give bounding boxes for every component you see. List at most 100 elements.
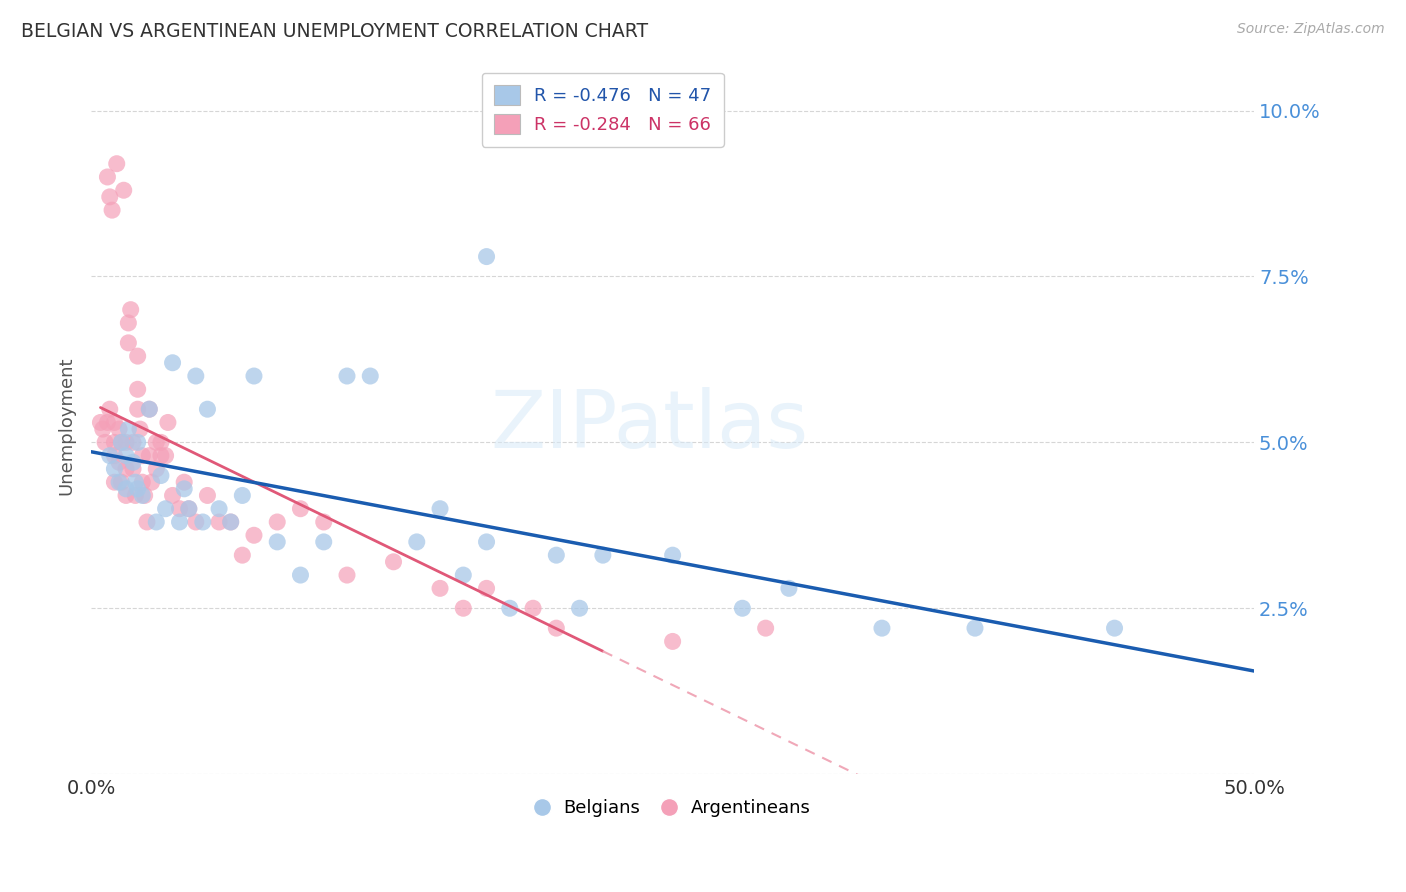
Point — [138, 402, 160, 417]
Text: BELGIAN VS ARGENTINEAN UNEMPLOYMENT CORRELATION CHART: BELGIAN VS ARGENTINEAN UNEMPLOYMENT CORR… — [21, 22, 648, 41]
Point — [129, 422, 152, 436]
Point — [184, 515, 207, 529]
Point — [382, 555, 405, 569]
Point — [243, 369, 266, 384]
Point — [103, 435, 125, 450]
Point — [108, 422, 131, 436]
Point — [96, 169, 118, 184]
Point — [197, 402, 219, 417]
Point — [475, 535, 498, 549]
Point — [134, 488, 156, 502]
Point — [208, 515, 231, 529]
Point — [522, 601, 544, 615]
Point — [475, 582, 498, 596]
Point — [127, 349, 149, 363]
Point — [105, 157, 128, 171]
Point — [290, 501, 312, 516]
Point — [499, 601, 522, 615]
Y-axis label: Unemployment: Unemployment — [58, 357, 75, 495]
Point — [1104, 621, 1126, 635]
Point — [108, 475, 131, 490]
Point — [169, 501, 191, 516]
Point — [145, 515, 167, 529]
Point — [405, 535, 427, 549]
Point — [115, 449, 138, 463]
Point — [110, 435, 132, 450]
Point — [131, 488, 153, 502]
Point — [145, 462, 167, 476]
Point — [131, 475, 153, 490]
Point — [127, 435, 149, 450]
Point — [112, 183, 135, 197]
Point — [173, 482, 195, 496]
Point — [138, 402, 160, 417]
Point — [136, 515, 159, 529]
Point — [127, 402, 149, 417]
Point — [219, 515, 242, 529]
Point — [138, 449, 160, 463]
Point — [98, 190, 121, 204]
Point — [101, 203, 124, 218]
Point — [661, 548, 683, 562]
Point — [173, 475, 195, 490]
Point — [184, 369, 207, 384]
Point — [208, 501, 231, 516]
Point — [103, 449, 125, 463]
Point — [117, 316, 139, 330]
Point — [592, 548, 614, 562]
Point — [124, 488, 146, 502]
Point — [453, 601, 475, 615]
Point — [731, 601, 754, 615]
Point — [149, 435, 172, 450]
Point — [89, 416, 111, 430]
Point — [115, 482, 138, 496]
Point — [115, 435, 138, 450]
Point — [231, 488, 253, 502]
Point — [359, 369, 381, 384]
Point — [98, 449, 121, 463]
Point — [115, 488, 138, 502]
Point — [177, 501, 200, 516]
Point — [191, 515, 214, 529]
Point — [546, 621, 568, 635]
Point — [453, 568, 475, 582]
Point — [117, 335, 139, 350]
Point — [127, 482, 149, 496]
Text: Source: ZipAtlas.com: Source: ZipAtlas.com — [1237, 22, 1385, 37]
Point — [115, 462, 138, 476]
Point — [963, 621, 986, 635]
Point — [131, 449, 153, 463]
Point — [546, 548, 568, 562]
Point — [120, 302, 142, 317]
Point — [149, 468, 172, 483]
Point — [219, 515, 242, 529]
Point — [149, 449, 172, 463]
Point — [429, 582, 451, 596]
Point — [155, 449, 177, 463]
Point — [110, 475, 132, 490]
Point — [197, 488, 219, 502]
Point — [312, 535, 335, 549]
Legend: Belgians, Argentineans: Belgians, Argentineans — [527, 792, 818, 824]
Point — [243, 528, 266, 542]
Point — [755, 621, 778, 635]
Point — [778, 582, 800, 596]
Point — [103, 475, 125, 490]
Point — [122, 435, 145, 450]
Point — [145, 435, 167, 450]
Point — [122, 455, 145, 469]
Point — [429, 501, 451, 516]
Point — [290, 568, 312, 582]
Point — [266, 515, 288, 529]
Point — [475, 250, 498, 264]
Point — [117, 422, 139, 436]
Point — [155, 501, 177, 516]
Point — [110, 435, 132, 450]
Point — [870, 621, 893, 635]
Point — [162, 488, 184, 502]
Point — [162, 356, 184, 370]
Point — [127, 382, 149, 396]
Point — [96, 416, 118, 430]
Point — [122, 462, 145, 476]
Point — [336, 568, 359, 582]
